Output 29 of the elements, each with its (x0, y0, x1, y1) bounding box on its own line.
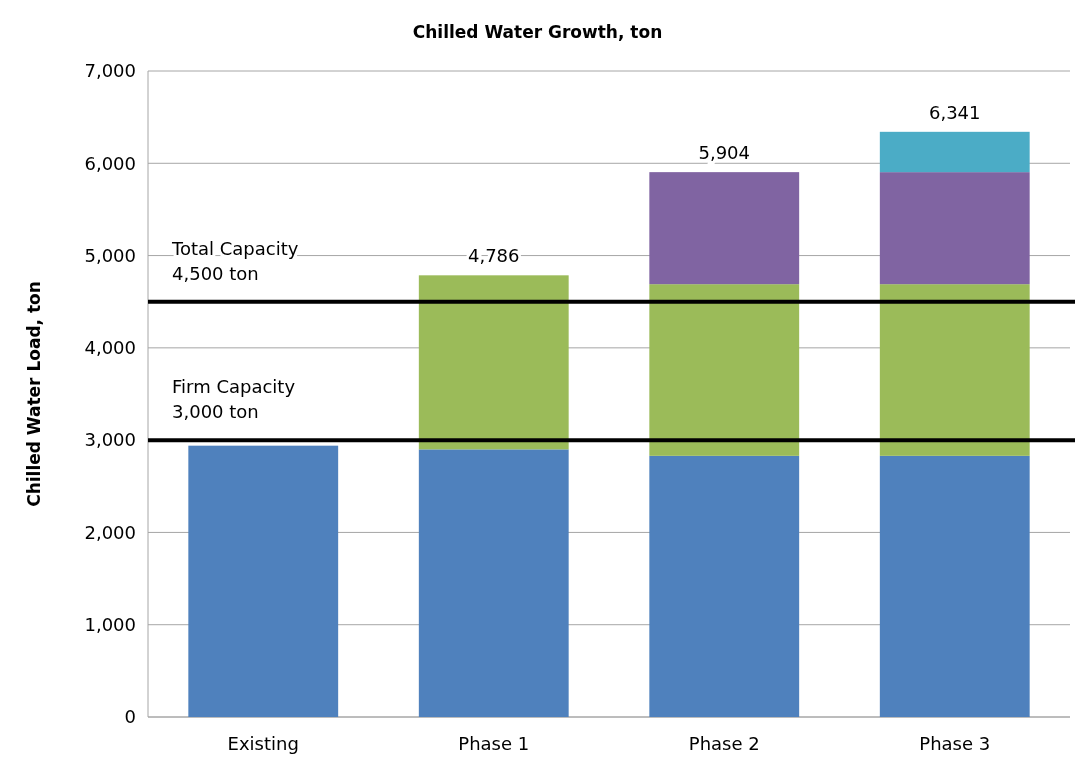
x-tick-label: Phase 3 (919, 733, 991, 754)
bar (649, 455, 800, 717)
bar (879, 131, 1030, 173)
y-tick-label: 4,000 (84, 337, 136, 359)
y-axis-title: Chilled Water Load, ton (24, 281, 44, 507)
ref-line-label: Total Capacity 4,500 ton (171, 237, 299, 284)
total-label: 6,341 (928, 101, 981, 123)
y-tick-label: 6,000 (84, 152, 136, 174)
y-tick-label: 3,000 (84, 429, 136, 451)
chart-title: Chilled Water Growth, ton (412, 22, 663, 42)
y-tick-label: 5,000 (84, 244, 136, 266)
bar (188, 445, 339, 717)
bar (879, 172, 1030, 285)
bar (418, 449, 569, 717)
ref-line-label: Firm Capacity 3,000 ton (172, 376, 296, 423)
y-tick-label: 1,000 (84, 614, 136, 636)
x-tick-label: Phase 2 (688, 733, 760, 754)
total-label: 5,904 (698, 142, 751, 164)
bar (879, 284, 1030, 456)
x-tick-label: Existing (227, 733, 299, 754)
bar (649, 172, 800, 285)
bar (879, 455, 1030, 717)
bar (418, 275, 569, 450)
y-tick-label: 7,000 (84, 60, 136, 82)
y-tick-label: 2,000 (84, 521, 136, 543)
bar (649, 284, 800, 456)
total-label: 4,786 (467, 245, 520, 267)
x-tick-label: Phase 1 (458, 733, 530, 754)
y-tick-label: 0 (124, 706, 136, 728)
